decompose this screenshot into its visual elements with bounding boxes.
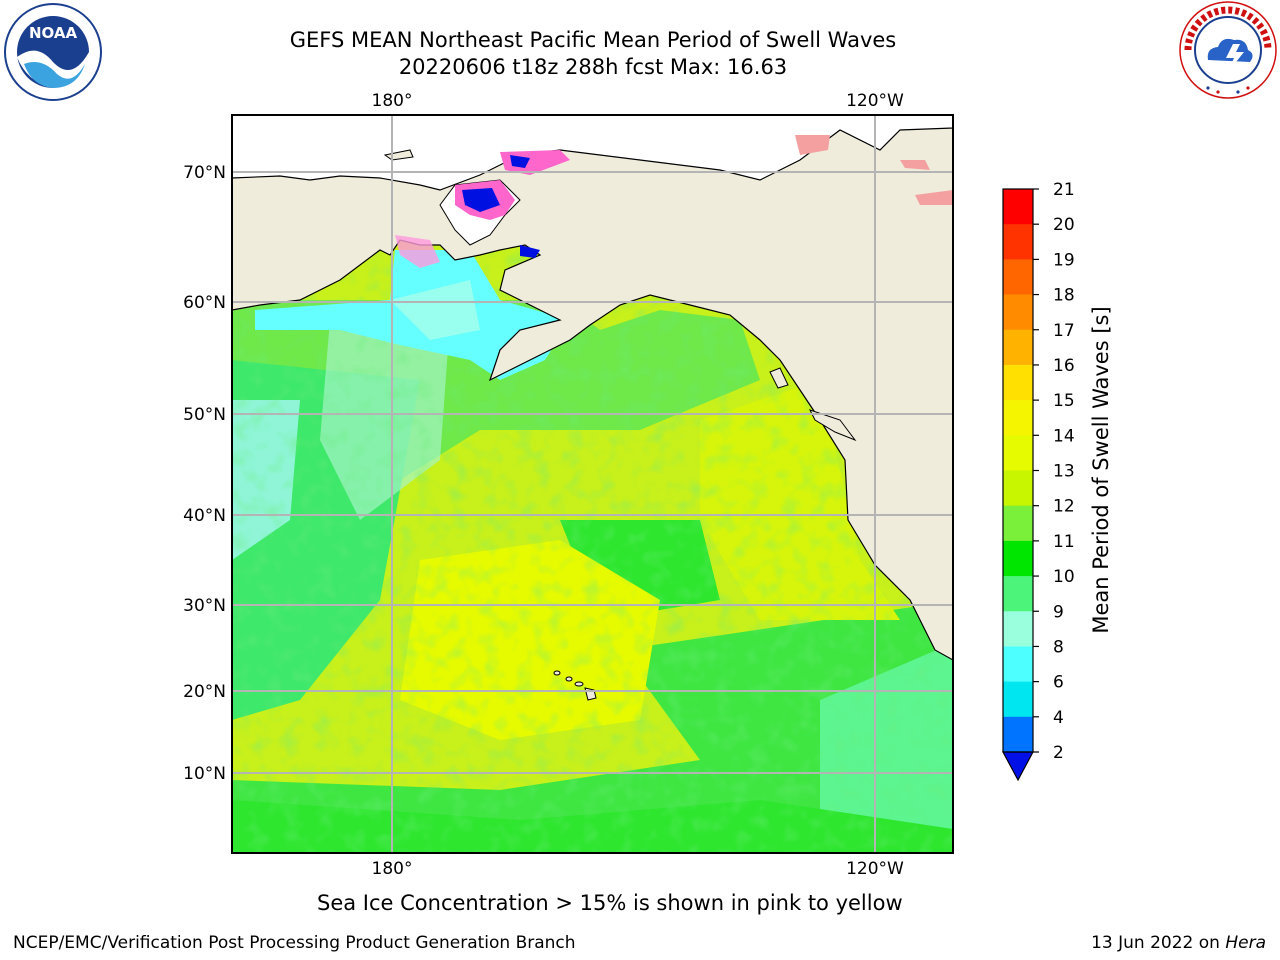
lat-label-30n: 30°N — [183, 596, 226, 616]
colorbar-tick-label: 15 — [1053, 391, 1075, 411]
map-frame — [231, 114, 954, 854]
colorbar-extend-arrow — [1001, 751, 1035, 782]
colorbar-tick-label: 2 — [1053, 743, 1064, 763]
footer-credit: NCEP/EMC/Verification Post Processing Pr… — [13, 933, 576, 953]
colorbar-band — [1003, 364, 1033, 401]
map-subtitle: 20220606 t18z 288h fcst Max: 16.63 — [398, 55, 788, 79]
colorbar-tick-label: 11 — [1053, 532, 1075, 552]
colorbar-band — [1003, 470, 1033, 507]
sea-ice-blue — [462, 188, 500, 212]
colorbar-band — [1003, 540, 1033, 577]
nws-logo-icon — [1179, 1, 1277, 99]
map-title: GEFS MEAN Northeast Pacific Mean Period … — [289, 28, 897, 52]
sea-ice-beaufort — [795, 135, 830, 155]
lat-label-60n: 60°N — [183, 293, 226, 313]
lon-label-bottom-180: 180° — [372, 859, 413, 879]
colorbar-band — [1003, 681, 1033, 718]
colorbar-band — [1003, 611, 1033, 647]
footer-date: 13 Jun 2022 on Hera — [1091, 933, 1266, 953]
colorbar-tick-label: 9 — [1053, 602, 1064, 622]
bering-sea-light — [390, 280, 480, 340]
footer-host: Hera — [1225, 933, 1266, 953]
lon-label-top-120w: 120°W — [846, 91, 904, 111]
colorbar-band — [1003, 716, 1033, 753]
lon-label-top-180: 180° — [372, 91, 413, 111]
colorbar-band — [1003, 576, 1033, 612]
footer-date-text: 13 Jun 2022 on — [1091, 933, 1226, 953]
colorbar-band — [1003, 329, 1033, 366]
colorbar-tick-label: 10 — [1053, 567, 1075, 587]
colorbar-band — [1003, 189, 1033, 225]
haida-gwaii — [769, 367, 789, 389]
colorbar: 21 20 19 18 17 16 15 14 13 12 11 10 9 8 6 4 2 Mean Perio… — [1001, 180, 1113, 782]
colorbar-band — [1003, 224, 1033, 260]
colorbar-tick-label: 20 — [1053, 215, 1075, 235]
noaa-logo-text: NOAA — [29, 24, 78, 42]
colorbar-band — [1003, 400, 1033, 436]
colorbar-band — [1003, 646, 1033, 683]
colorbar-tick-label: 17 — [1053, 321, 1075, 341]
lat-label-50n: 50°N — [183, 405, 226, 425]
sea-ice-norton-sound — [520, 245, 540, 258]
graticule — [232, 115, 953, 853]
colorbar-tick-label: 13 — [1053, 462, 1075, 482]
sea-ice-archipelago — [900, 160, 930, 170]
colorbar-label: Mean Period of Swell Waves [s] — [1089, 306, 1113, 633]
noaa-logo-icon: NOAA — [4, 3, 102, 101]
sea-ice-chukchi-core — [510, 155, 530, 168]
colorbar-tick-label: 16 — [1053, 356, 1075, 376]
vancouver-island — [809, 409, 857, 442]
colorbar-band — [1003, 294, 1033, 331]
colorbar-tick-label: 19 — [1053, 250, 1075, 270]
colorbar-band — [1003, 505, 1033, 542]
colorbar-tick-label: 6 — [1053, 673, 1064, 693]
colorbar-band — [1003, 435, 1033, 471]
sea-ice-east — [915, 190, 953, 205]
lon-label-bottom-120w: 120°W — [846, 859, 904, 879]
colorbar-tick-label: 8 — [1053, 637, 1064, 657]
lat-label-20n: 20°N — [183, 682, 226, 702]
lat-label-70n: 70°N — [183, 163, 226, 183]
lat-label-10n: 10°N — [183, 764, 226, 784]
colorbar-tick-label: 14 — [1053, 426, 1075, 446]
colorbar-band — [1003, 259, 1033, 296]
lat-label-40n: 40°N — [183, 506, 226, 526]
sea-ice-note: Sea Ice Concentration > 15% is shown in … — [317, 891, 903, 915]
colorbar-tick-label: 12 — [1053, 497, 1075, 517]
colorbar-tick-label: 18 — [1053, 286, 1075, 306]
sea-ice-anadyr — [395, 235, 440, 268]
colorbar-tick-label: 4 — [1053, 708, 1064, 728]
colorbar-tick-label: 21 — [1053, 180, 1075, 200]
